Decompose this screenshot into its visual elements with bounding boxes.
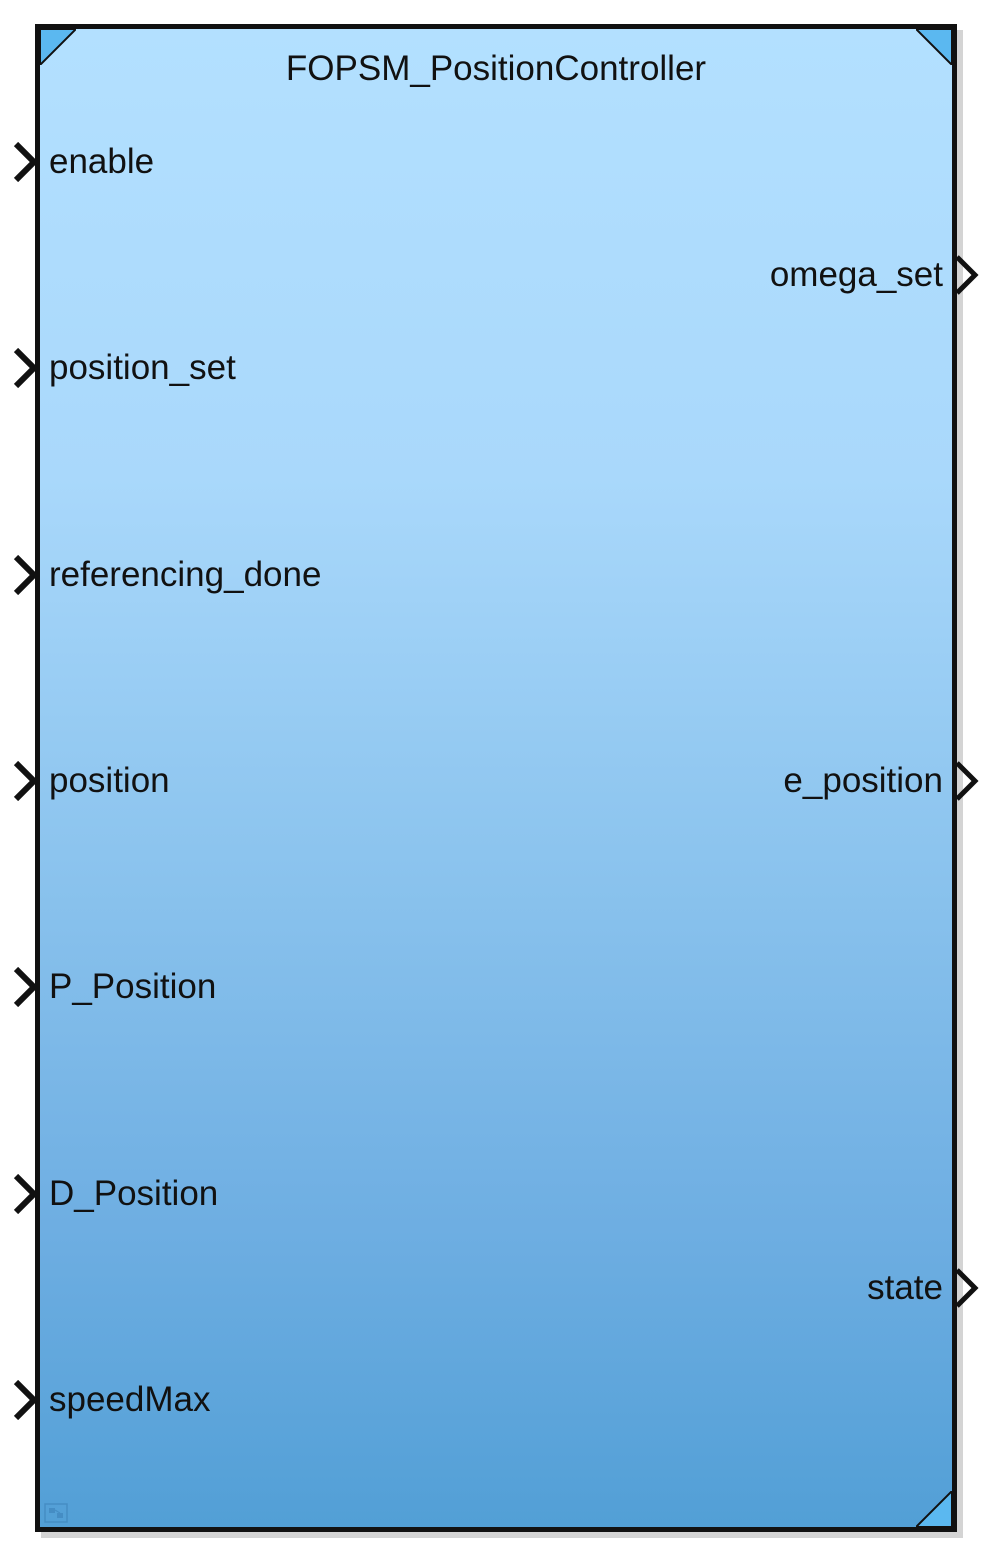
input-port-p-position-chevron-right-icon[interactable] [12,967,40,1007]
input-port-referencing-done-chevron-right-icon[interactable] [12,555,40,595]
output-port-label-e-position: e_position [783,761,943,800]
output-port-label-state: state [867,1268,943,1307]
subsystem-block[interactable]: FOPSM_PositionController enable position… [35,24,957,1532]
input-port-enable-chevron-right-icon[interactable] [12,142,40,182]
input-port-position-set-chevron-right-icon[interactable] [12,348,40,388]
input-port-label-position: position [49,761,170,800]
corner-marker-top-left [40,29,76,65]
output-port-label-omega-set: omega_set [769,255,943,294]
input-port-label-enable: enable [49,142,155,181]
output-port-e-position-chevron-right-icon[interactable] [953,761,981,801]
input-port-label-referencing-done: referencing_done [49,555,322,594]
output-port-state-chevron-right-icon[interactable] [953,1268,981,1308]
input-port-label-speedmax: speedMax [49,1380,211,1419]
input-port-label-d-position: D_Position [49,1174,219,1213]
input-port-speedmax-chevron-right-icon[interactable] [12,1380,40,1420]
corner-marker-bottom-right [916,1491,952,1527]
input-port-d-position-chevron-right-icon[interactable] [12,1174,40,1214]
subsystem-icon [44,1503,68,1523]
input-port-position-chevron-right-icon[interactable] [12,761,40,801]
block-title: FOPSM_PositionController [285,49,707,88]
input-port-label-position-set: position_set [49,348,236,387]
input-port-label-p-position: P_Position [49,967,217,1006]
corner-marker-top-right [916,29,952,65]
output-port-omega-set-chevron-right-icon[interactable] [953,255,981,295]
